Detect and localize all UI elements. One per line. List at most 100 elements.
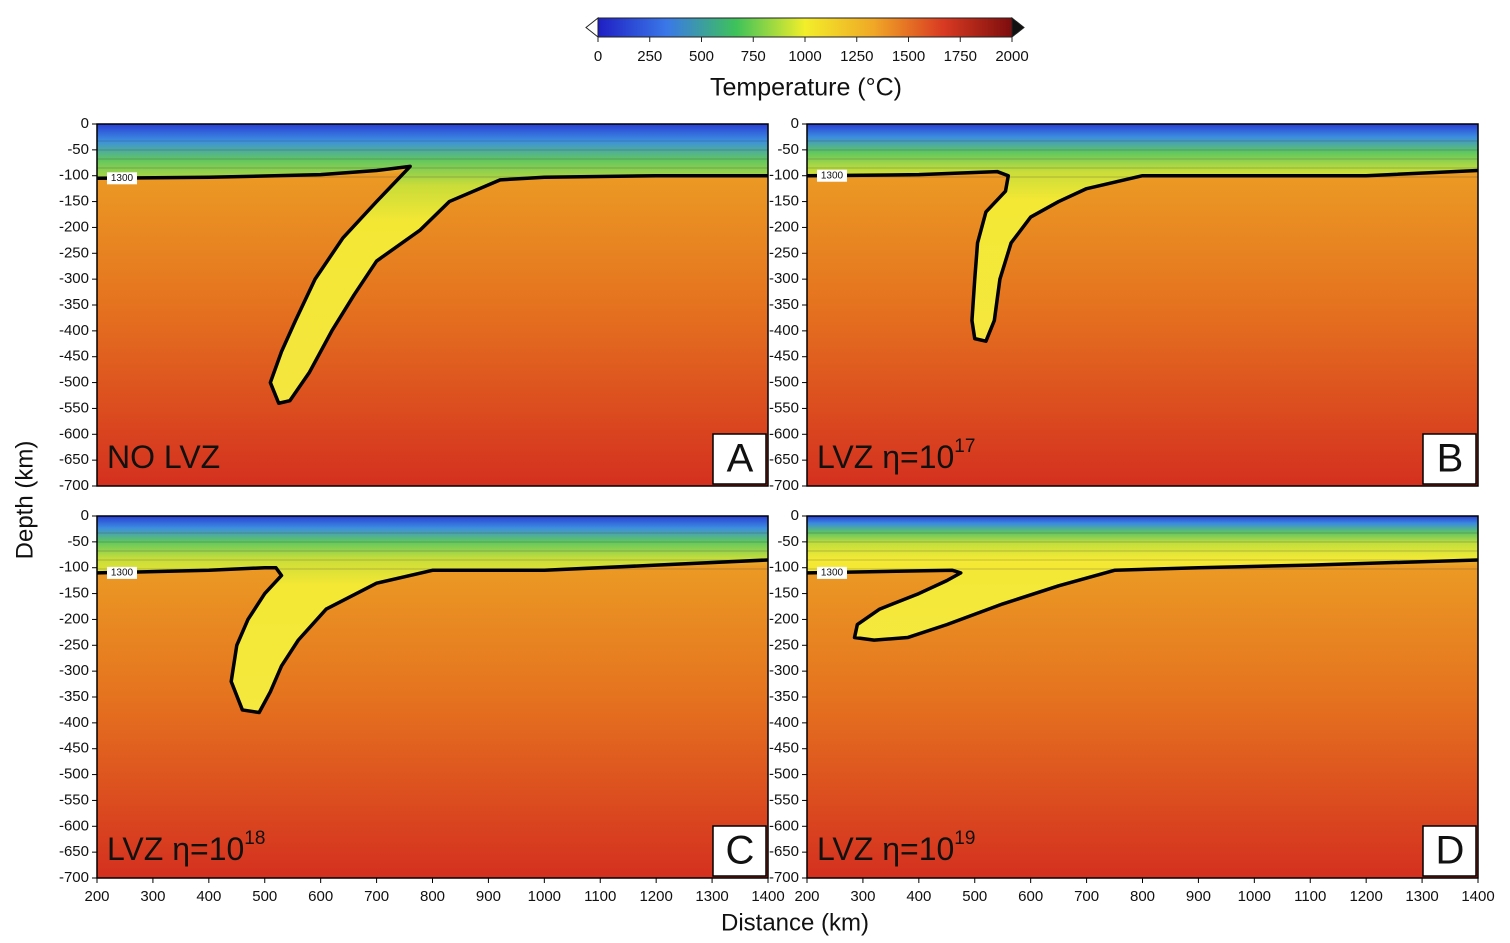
contour-label: 1300 — [111, 173, 134, 184]
colorbar-tick-label: 1500 — [892, 48, 925, 65]
slab-field — [97, 124, 768, 404]
y-tick-label: -400 — [769, 322, 799, 339]
panel-annotation: LVZ η=1017 — [817, 436, 975, 475]
contour-label-box — [817, 169, 847, 182]
colorbar-tick-label: 750 — [741, 48, 766, 65]
x-tick-label: 900 — [1186, 888, 1211, 905]
x-tick-label: 1100 — [584, 888, 616, 905]
y-tick-label: -700 — [769, 869, 799, 886]
y-tick-label: 0 — [791, 115, 799, 132]
y-tick-label: -100 — [59, 167, 89, 184]
panel: 1300 — [97, 516, 768, 878]
panel: 1300 — [807, 124, 1478, 486]
y-tick-label: -150 — [59, 585, 89, 602]
y-tick-label: -200 — [769, 610, 799, 627]
panel-annotation: NO LVZ — [107, 439, 220, 475]
colorbar-over — [1011, 16, 1025, 39]
y-tick-label: -450 — [769, 348, 799, 365]
colorbar-tick-label: 250 — [637, 48, 662, 65]
y-tick-label: -100 — [769, 167, 799, 184]
annotation-exponent: 18 — [244, 828, 265, 849]
x-tick-label: 500 — [252, 888, 277, 905]
y-tick-label: -100 — [769, 559, 799, 576]
y-tick-label: -50 — [777, 533, 799, 550]
colorbar-tick-label: 500 — [689, 48, 714, 65]
annotation-exponent: 17 — [954, 436, 975, 457]
y-tick-label: -350 — [59, 296, 89, 313]
y-tick-label: -350 — [769, 688, 799, 705]
colorbar-tick-label: 0 — [594, 48, 602, 65]
x-tick-label: 600 — [1018, 888, 1043, 905]
panel-label: C — [726, 829, 755, 873]
y-tick-label: -400 — [59, 714, 89, 731]
y-tick-label: -200 — [769, 218, 799, 235]
panel-label-box — [1422, 825, 1477, 877]
temperature-field — [807, 516, 1478, 878]
annotation-text: LVZ η=10 — [817, 439, 954, 475]
y-tick-label: -650 — [59, 451, 89, 468]
contour-label: 1300 — [111, 568, 134, 579]
y-tick-label: -550 — [59, 399, 89, 416]
y-tick-label: 0 — [791, 507, 799, 524]
y-tick-label: -100 — [59, 559, 89, 576]
panel-label: B — [1437, 437, 1464, 481]
y-tick-label: -450 — [59, 740, 89, 757]
x-tick-label: 500 — [962, 888, 987, 905]
y-tick-label: -250 — [769, 636, 799, 653]
y-tick-label: -600 — [769, 817, 799, 834]
y-tick-label: -550 — [769, 791, 799, 808]
y-tick-label: -150 — [59, 193, 89, 210]
x-tick-label: 600 — [308, 888, 333, 905]
isotherm-1300 — [807, 168, 1478, 343]
y-tick-label: -350 — [769, 296, 799, 313]
y-tick-label: -550 — [769, 399, 799, 416]
x-axis-label: Distance (km) — [721, 909, 869, 936]
y-tick-label: -450 — [769, 740, 799, 757]
x-tick-label: 800 — [420, 888, 445, 905]
y-tick-label: -500 — [59, 374, 89, 391]
y-tick-label: -700 — [769, 477, 799, 494]
colorbar-tick-label: 1250 — [840, 48, 873, 65]
x-tick-label: 400 — [906, 888, 931, 905]
annotation-text: LVZ η=10 — [107, 831, 244, 867]
x-tick-label: 1000 — [528, 888, 561, 905]
x-tick-label: 400 — [196, 888, 221, 905]
x-tick-label: 1100 — [1294, 888, 1326, 905]
contour-label-box — [107, 172, 137, 185]
colorbar — [597, 17, 1013, 38]
contour-label-box — [817, 566, 847, 579]
y-tick-label: -650 — [769, 843, 799, 860]
contour-label-box — [107, 566, 137, 579]
y-tick-label: -150 — [769, 193, 799, 210]
y-tick-label: -300 — [59, 270, 89, 287]
y-tick-label: -650 — [59, 843, 89, 860]
y-tick-label: -650 — [769, 451, 799, 468]
panel-annotation: LVZ η=1018 — [107, 828, 265, 867]
panel-label-box — [1422, 433, 1477, 485]
y-axis-label: Depth (km) — [11, 441, 38, 560]
slab-field — [97, 516, 768, 713]
temperature-field — [97, 516, 768, 878]
y-tick-label: -250 — [59, 244, 89, 261]
x-tick-label: 300 — [140, 888, 165, 905]
y-tick-label: -350 — [59, 688, 89, 705]
x-tick-label: 1300 — [695, 888, 728, 905]
y-tick-label: -200 — [59, 218, 89, 235]
panel: 1300 — [97, 124, 768, 486]
panel-label: A — [727, 437, 754, 481]
x-tick-label: 200 — [794, 888, 819, 905]
temperature-field — [807, 124, 1478, 486]
x-tick-label: 700 — [1074, 888, 1099, 905]
x-tick-label: 1400 — [1461, 888, 1494, 905]
y-tick-label: -600 — [59, 817, 89, 834]
y-tick-label: -450 — [59, 348, 89, 365]
y-tick-label: -300 — [769, 662, 799, 679]
y-tick-label: -50 — [67, 533, 89, 550]
y-tick-label: -500 — [59, 766, 89, 783]
y-tick-label: -600 — [769, 425, 799, 442]
y-tick-label: -300 — [769, 270, 799, 287]
y-tick-label: -700 — [59, 869, 89, 886]
colorbar-tick-label: 1000 — [788, 48, 821, 65]
